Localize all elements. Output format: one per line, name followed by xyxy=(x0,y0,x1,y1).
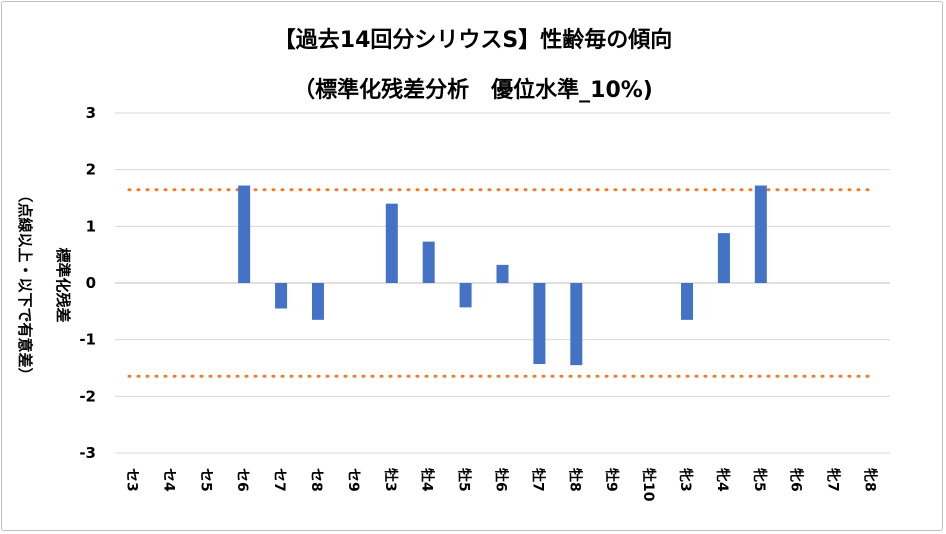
x-tick-label: 牡10 xyxy=(640,468,657,502)
bar xyxy=(570,283,583,366)
x-tick-label: 牡8 xyxy=(566,468,583,492)
bar xyxy=(717,233,730,283)
bar xyxy=(496,264,509,283)
x-tick-label: 牝5 xyxy=(751,468,768,492)
y-ticks: -3 -2 -1 0 1 2 3 xyxy=(79,104,96,462)
chart-subtitle: （標準化残差分析 優位水準_10%) xyxy=(293,78,653,103)
x-tick-label: セ9 xyxy=(345,468,361,492)
y-tick-label: 1 xyxy=(86,217,96,235)
y-axis-label-note: （点線以上・以下で有意差） xyxy=(16,187,34,382)
bar xyxy=(681,283,694,320)
x-tick-label: 牝7 xyxy=(825,468,842,492)
x-tick-label: 牝6 xyxy=(788,468,805,492)
chart-title: 【過去14回分シリウスS】性齢毎の傾向 xyxy=(273,28,673,53)
x-ticks: セ3 セ4 セ5 セ6 セ7 セ8 セ9 牡3 牡4 牡5 牡6 牡7 牡8 牡9 牡10 牝3 牝4 牝5 牝6 牝… xyxy=(123,468,878,502)
x-tick-label: セ6 xyxy=(234,468,250,492)
x-tick-label: 牡4 xyxy=(419,468,436,492)
bar xyxy=(385,203,398,283)
x-tick-label: セ7 xyxy=(271,468,287,492)
x-tick-label: セ5 xyxy=(197,468,213,492)
bar xyxy=(533,283,546,365)
bar xyxy=(275,283,288,309)
x-tick-label: 牡9 xyxy=(603,468,620,492)
x-tick-label: 牝3 xyxy=(677,468,694,492)
bar xyxy=(459,283,472,308)
y-tick-label: 2 xyxy=(86,161,96,179)
bar xyxy=(311,283,324,320)
x-tick-label: 牝8 xyxy=(862,468,879,492)
x-tick-label: セ3 xyxy=(123,468,139,492)
x-tick-label: 牡3 xyxy=(382,468,399,492)
x-tick-label: セ4 xyxy=(160,468,176,492)
bar xyxy=(754,185,767,283)
bar xyxy=(422,241,435,283)
x-tick-label: 牝4 xyxy=(714,468,731,492)
y-tick-label: -2 xyxy=(79,387,96,405)
y-axis-label-group: 標準化残差 （点線以上・以下で有意差） xyxy=(16,187,72,382)
y-axis-label: 標準化残差 xyxy=(54,247,72,322)
y-tick-label: 3 xyxy=(86,104,96,122)
x-tick-label: 牡5 xyxy=(456,468,473,492)
bar xyxy=(238,185,251,283)
y-tick-label: -1 xyxy=(79,331,96,349)
y-tick-label: -3 xyxy=(79,444,96,462)
x-tick-label: 牡6 xyxy=(493,468,510,492)
bars xyxy=(238,185,767,366)
x-tick-label: セ8 xyxy=(308,468,324,492)
y-tick-label: 0 xyxy=(86,274,96,292)
x-tick-label: 牡7 xyxy=(529,468,546,492)
threshold-lines xyxy=(127,188,878,378)
